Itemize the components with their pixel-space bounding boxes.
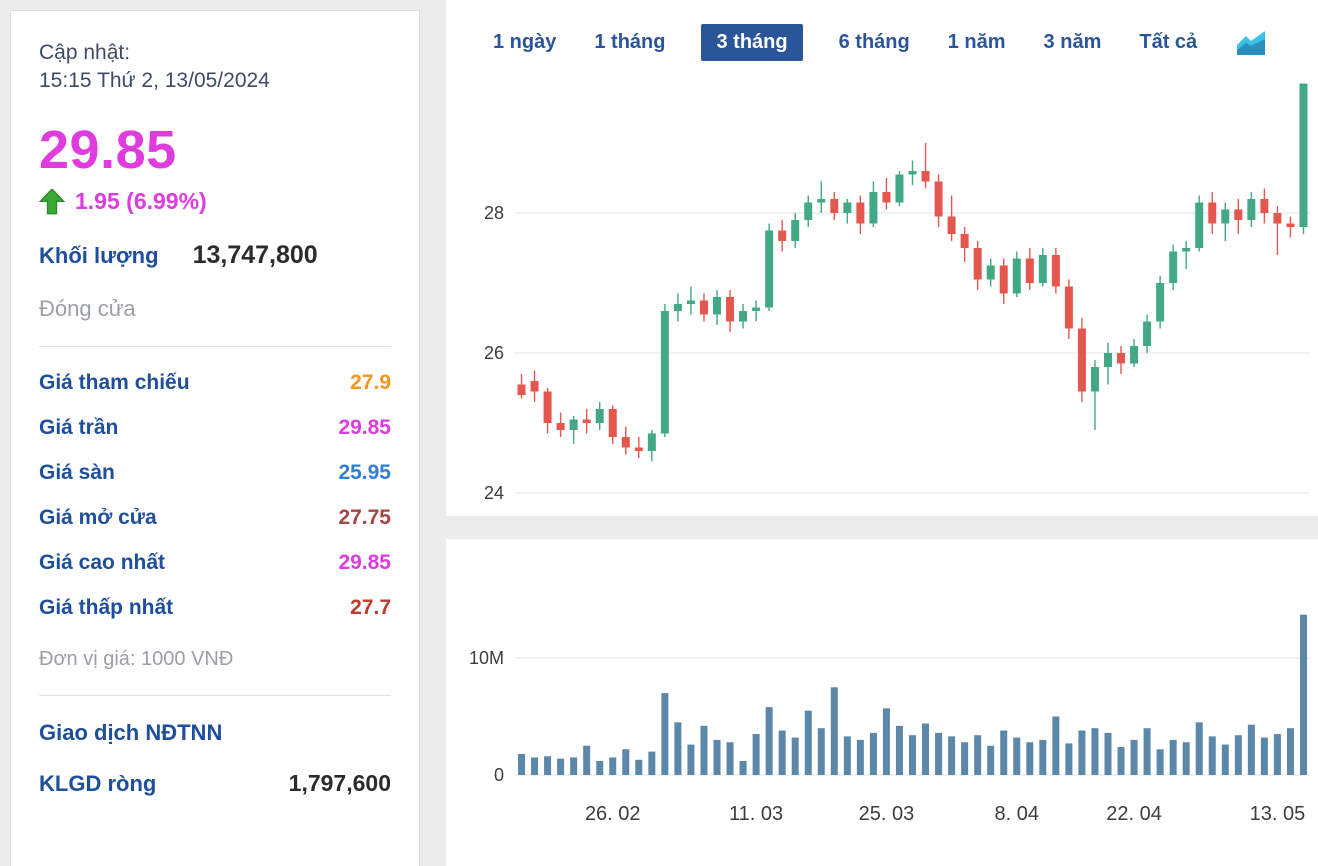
price-row-value: 27.7: [350, 596, 391, 620]
chart-panel: 1 ngày 1 tháng 3 tháng 6 tháng 1 năm 3 năm Tất…: [446, 0, 1318, 866]
tab-1-năm[interactable]: 1 năm: [947, 31, 1006, 53]
price-y-tick: 24: [484, 483, 504, 503]
price-change-row: 1.95 (6.99%): [39, 188, 391, 215]
volume-y-tick: 0: [494, 765, 504, 785]
timeframe-tabs: 1 ngày 1 tháng 3 tháng 6 tháng 1 năm 3 năm Tất…: [491, 24, 1267, 61]
x-axis-tick: 22. 04: [1106, 803, 1162, 825]
price-row: Giá tham chiếu 27.9: [39, 371, 391, 395]
price-row-label: Giá tham chiếu: [39, 371, 190, 395]
price-row: Giá trần 29.85: [39, 416, 391, 440]
tab-3-tháng[interactable]: 3 tháng: [701, 24, 803, 61]
tab-tất-cả[interactable]: Tất cả: [1139, 31, 1198, 53]
price-row: Giá thấp nhất 27.7: [39, 596, 391, 620]
price-row-value: 25.95: [338, 461, 391, 485]
price-gridlines: 24 26 28: [484, 203, 1310, 503]
price-change-value: 1.95 (6.99%): [75, 188, 207, 215]
area-chart-icon[interactable]: [1235, 29, 1267, 57]
tab-3-năm[interactable]: 3 năm: [1043, 31, 1102, 53]
volume-bars: [518, 614, 1307, 775]
timeframe-tabs-list: 1 ngày 1 tháng 3 tháng 6 tháng 1 năm 3 năm Tất…: [491, 24, 1199, 61]
chart-separator: [446, 516, 1318, 539]
price-chart[interactable]: 24 26 28: [446, 70, 1318, 516]
up-arrow-icon: [39, 188, 65, 215]
x-axis-tick: 11. 03: [729, 803, 783, 825]
tab-6-tháng[interactable]: 6 tháng: [838, 31, 910, 53]
candles: [517, 83, 1308, 462]
volume-label: Khối lượng: [39, 243, 159, 269]
price-row-label: Giá thấp nhất: [39, 596, 174, 620]
volume-y-tick: 10M: [469, 648, 504, 668]
tab-1-ngày[interactable]: 1 ngày: [493, 31, 557, 53]
volume-chart[interactable]: 0 10M 26. 02 11. 03 25. 03 8. 04 22. 04 13. 05: [446, 539, 1318, 849]
price-y-tick: 26: [484, 343, 504, 363]
price-row: Giá cao nhất 29.85: [39, 551, 391, 575]
tab-1-tháng[interactable]: 1 tháng: [594, 31, 666, 53]
last-price: 29.85: [39, 119, 177, 180]
x-axis-tick: 8. 04: [995, 803, 1039, 825]
divider: [39, 346, 391, 348]
klgd-row: KLGD ròng 1,797,600: [39, 770, 391, 797]
price-rows: Giá tham chiếu 27.9 Giá trần 29.85 Giá sàn 25…: [39, 371, 391, 620]
divider: [39, 695, 391, 697]
session-status: Đóng cửa: [39, 296, 136, 322]
x-axis-tick: 13. 05: [1250, 803, 1306, 825]
x-axis-labels: 26. 02 11. 03 25. 03 8. 04 22. 04 13. 05: [585, 803, 1305, 825]
price-row-value: 27.75: [338, 506, 391, 530]
price-row-value: 29.85: [338, 551, 391, 575]
price-row-value: 27.9: [350, 371, 391, 395]
volume-value: 13,747,800: [192, 241, 318, 270]
quote-sidebar: Cập nhật: 15:15 Thứ 2, 13/05/2024 29.85 …: [10, 10, 420, 866]
price-row-value: 29.85: [338, 416, 391, 440]
klgd-value: 1,797,600: [288, 770, 391, 797]
price-unit-note: Đơn vị giá: 1000 VNĐ: [39, 648, 234, 671]
price-row-label: Giá mở cửa: [39, 506, 157, 530]
price-row-label: Giá cao nhất: [39, 551, 166, 575]
price-row-label: Giá sàn: [39, 461, 115, 485]
price-y-tick: 28: [484, 203, 504, 223]
price-row: Giá mở cửa 27.75: [39, 506, 391, 530]
x-axis-tick: 26. 02: [585, 803, 641, 825]
price-row-label: Giá trần: [39, 416, 119, 440]
update-label: Cập nhật:: [39, 41, 131, 64]
foreign-trading-title: Giao dịch NĐTNN: [39, 720, 223, 746]
update-time: 15:15 Thứ 2, 13/05/2024: [39, 69, 270, 93]
price-row: Giá sàn 25.95: [39, 461, 391, 485]
volume-row: Khối lượng 13,747,800: [39, 241, 391, 270]
klgd-label: KLGD ròng: [39, 771, 157, 797]
x-axis-tick: 25. 03: [859, 803, 915, 825]
